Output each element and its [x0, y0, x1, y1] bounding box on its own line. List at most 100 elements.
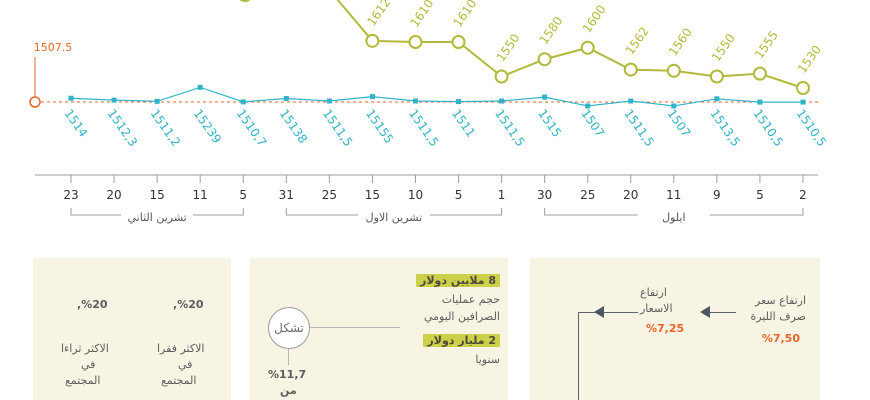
- day-tick-label: 5: [756, 188, 764, 202]
- olive-data-label: 1550: [709, 31, 738, 64]
- poverty-panel: %20, الاكثر ثراءا في المجتمع %20, الاكثر…: [33, 258, 231, 400]
- teal-point: [154, 98, 160, 104]
- olive-data-label: 1610: [451, 0, 480, 30]
- daily-desc-1: حجم عمليات: [441, 293, 500, 306]
- day-tick-label: 11: [193, 188, 208, 202]
- olive-point: [623, 62, 638, 77]
- share-pct: %11,7: [268, 368, 307, 381]
- prices-stem-top: [578, 312, 596, 313]
- teal-point: [197, 84, 203, 90]
- teal-point: [800, 99, 806, 105]
- exchange-panel: 8 ملايين دولار حجم عمليات الصرافين اليوم…: [250, 258, 508, 400]
- teal-point: [585, 103, 591, 109]
- teal-data-label: 1511: [449, 107, 478, 140]
- circle-stem: [288, 349, 289, 365]
- prices-stem: [578, 312, 579, 400]
- teal-data-label: 1511,5: [320, 107, 356, 149]
- olive-data-label: 1555: [752, 28, 781, 61]
- day-tick-label: 20: [106, 188, 121, 202]
- month-label-bg: [357, 208, 430, 224]
- teal-data-label: 1511,5: [406, 107, 442, 149]
- day-tick-label: 10: [408, 188, 423, 202]
- teal-point: [542, 94, 548, 100]
- prices-line-1: ارتفاع: [640, 286, 667, 299]
- teal-point: [68, 95, 74, 101]
- olive-point: [451, 35, 466, 49]
- teal-point: [283, 95, 289, 101]
- prices-pct: %7,25: [646, 322, 685, 335]
- olive-point: [580, 40, 595, 55]
- prices-arrowhead: [594, 306, 604, 318]
- olive-data-label: 1562: [623, 24, 652, 57]
- lira-pct: %7,50: [761, 332, 800, 345]
- teal-point: [499, 98, 505, 104]
- olive-point: [666, 63, 681, 78]
- reference-label: 1507.5: [34, 41, 73, 54]
- day-tick-label: 23: [63, 188, 78, 202]
- day-tick-label: 2: [799, 188, 807, 202]
- reference-line-group: 1507.5: [29, 41, 818, 108]
- teal-data-label: 15155: [363, 107, 396, 146]
- day-tick-label: 30: [537, 188, 552, 202]
- day-tick-label: 15: [149, 188, 164, 202]
- olive-data-label: 1600: [580, 2, 609, 35]
- day-tick-label: 11: [666, 188, 681, 202]
- richest-line-3: المجتمع: [65, 374, 101, 387]
- reference-marker: [29, 96, 41, 108]
- yearly-desc: سنويا: [475, 353, 500, 366]
- yearly-amount: 2 مليار دولار: [423, 334, 500, 347]
- poorest-pct: %20,: [173, 298, 204, 311]
- share-word: من: [280, 384, 297, 397]
- teal-data-label: 1507: [664, 107, 693, 140]
- teal-data-label: 1515: [535, 107, 564, 140]
- olive-data-label: 1550: [494, 31, 523, 64]
- olive-data-label: 1610: [407, 0, 436, 30]
- series-olive-line: [336, 0, 804, 89]
- olive-data-label: 1580: [537, 14, 566, 47]
- teal-data-label: 1511,5: [621, 107, 657, 149]
- lira-arrowhead: [700, 306, 710, 318]
- daily-amount: 8 ملايين دولار: [415, 274, 500, 287]
- day-tick-label: 1: [498, 188, 506, 202]
- olive-data-label: 1530: [795, 43, 824, 76]
- circle-connector: [310, 327, 400, 328]
- teal-data-label: 1512,3: [105, 107, 141, 149]
- teal-point: [714, 96, 720, 102]
- teal-data-label: 1507: [578, 107, 607, 140]
- richest-line-2: في: [81, 358, 96, 371]
- day-tick-label: 5: [455, 188, 463, 202]
- prices-line-2: الاسعار: [640, 302, 673, 315]
- teal-data-label: 1510,5: [794, 107, 830, 149]
- olive-point: [365, 33, 380, 48]
- teal-point: [326, 98, 332, 104]
- teal-point: [369, 94, 375, 100]
- teal-data-label: 1514: [62, 107, 91, 140]
- teal-point: [111, 97, 117, 103]
- olive-point: [537, 52, 552, 67]
- day-tick-label: 25: [580, 188, 595, 202]
- olive-point-offscreen: [239, 0, 251, 2]
- daily-desc-2: الصرافين اليومي: [424, 310, 500, 323]
- olive-point: [752, 66, 767, 81]
- series-teal-line: [70, 86, 803, 107]
- month-label: تشرين الاول: [366, 211, 423, 224]
- teal-point: [456, 99, 462, 105]
- day-tick-label: 9: [713, 188, 721, 202]
- month-label-bg: [121, 208, 194, 224]
- series-lines: [70, 0, 804, 107]
- teal-data-label: 1511,5: [492, 107, 528, 149]
- lira-line-1: ارتفاع سعر: [755, 294, 806, 307]
- series-points: [68, 0, 810, 109]
- teal-point: [240, 99, 246, 105]
- olive-point: [709, 69, 724, 84]
- month-label-bg: [637, 208, 710, 224]
- date-axis: 23 20 15 11 5 31 25 15 10 5 1 30 25 20 11 9 5 2 تشرين الثا…: [35, 174, 818, 224]
- teal-data-label: 1510,7: [234, 107, 270, 149]
- teal-point: [671, 103, 677, 109]
- teal-data-label: 1510,5: [750, 107, 786, 149]
- prices-arrow: [604, 312, 638, 313]
- richest-pct: %20,: [77, 298, 108, 311]
- month-label: تشرين الثاني: [128, 211, 187, 224]
- olive-data-label: 1560: [666, 25, 695, 58]
